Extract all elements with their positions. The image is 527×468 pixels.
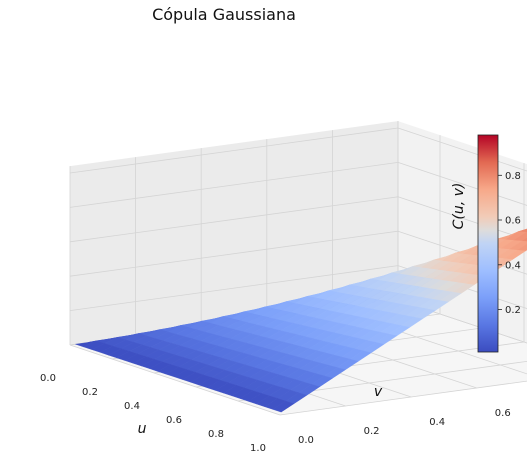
left-pane <box>70 121 398 345</box>
v-tick-label: 0.2 <box>364 426 380 437</box>
colorbar-tick-label: 0.6 <box>505 216 521 227</box>
copula-surface <box>75 228 527 413</box>
back-gridline-z <box>397 162 527 206</box>
u-tick-label: 0.2 <box>82 387 98 398</box>
c-axis-label: C(u, v) <box>451 183 467 230</box>
u-tick-label: 1.0 <box>250 443 266 454</box>
u-tick-label: 0.8 <box>208 429 224 440</box>
colorbar-ticks: 0.2 0.4 0.6 0.8 <box>498 171 521 316</box>
chart-title: Cópula Gaussiana <box>152 5 296 24</box>
u-tick-label: 0.4 <box>124 401 140 412</box>
v-axis-label: v <box>374 384 383 400</box>
u-tick-label: 0.6 <box>166 415 182 426</box>
colorbar-tick-label: 0.2 <box>505 305 521 316</box>
back-gridline-z <box>397 127 527 172</box>
u-axis-ticks: 0.0 0.2 0.4 0.6 0.8 1.0 <box>40 373 266 454</box>
v-axis-ticks: 0.00.20.40.60.81.0 <box>298 408 511 446</box>
side-gridline-z <box>69 230 399 277</box>
back-gridline-z <box>397 196 527 241</box>
v-tick-label: 0.6 <box>495 408 511 419</box>
colorbar-tick-label: 0.8 <box>505 171 521 182</box>
v-tick-label: 0.4 <box>429 417 445 428</box>
floor-gridline-v <box>69 344 281 416</box>
u-axis-label: u <box>138 421 147 437</box>
colorbar-tick-label: 0.4 <box>505 260 521 271</box>
side-gridline-z <box>69 127 399 174</box>
colorbar <box>477 134 499 353</box>
surface-facet <box>521 237 527 242</box>
back-gridline-z <box>397 230 527 275</box>
floor-gridline-u <box>279 380 527 416</box>
side-gridline-z <box>69 265 399 311</box>
v-tick-label: 0.0 <box>298 435 314 446</box>
surface-facet <box>272 400 295 413</box>
side-gridline-z <box>69 196 399 243</box>
side-gridline-z <box>69 162 399 208</box>
u-tick-label: 0.0 <box>40 373 56 384</box>
